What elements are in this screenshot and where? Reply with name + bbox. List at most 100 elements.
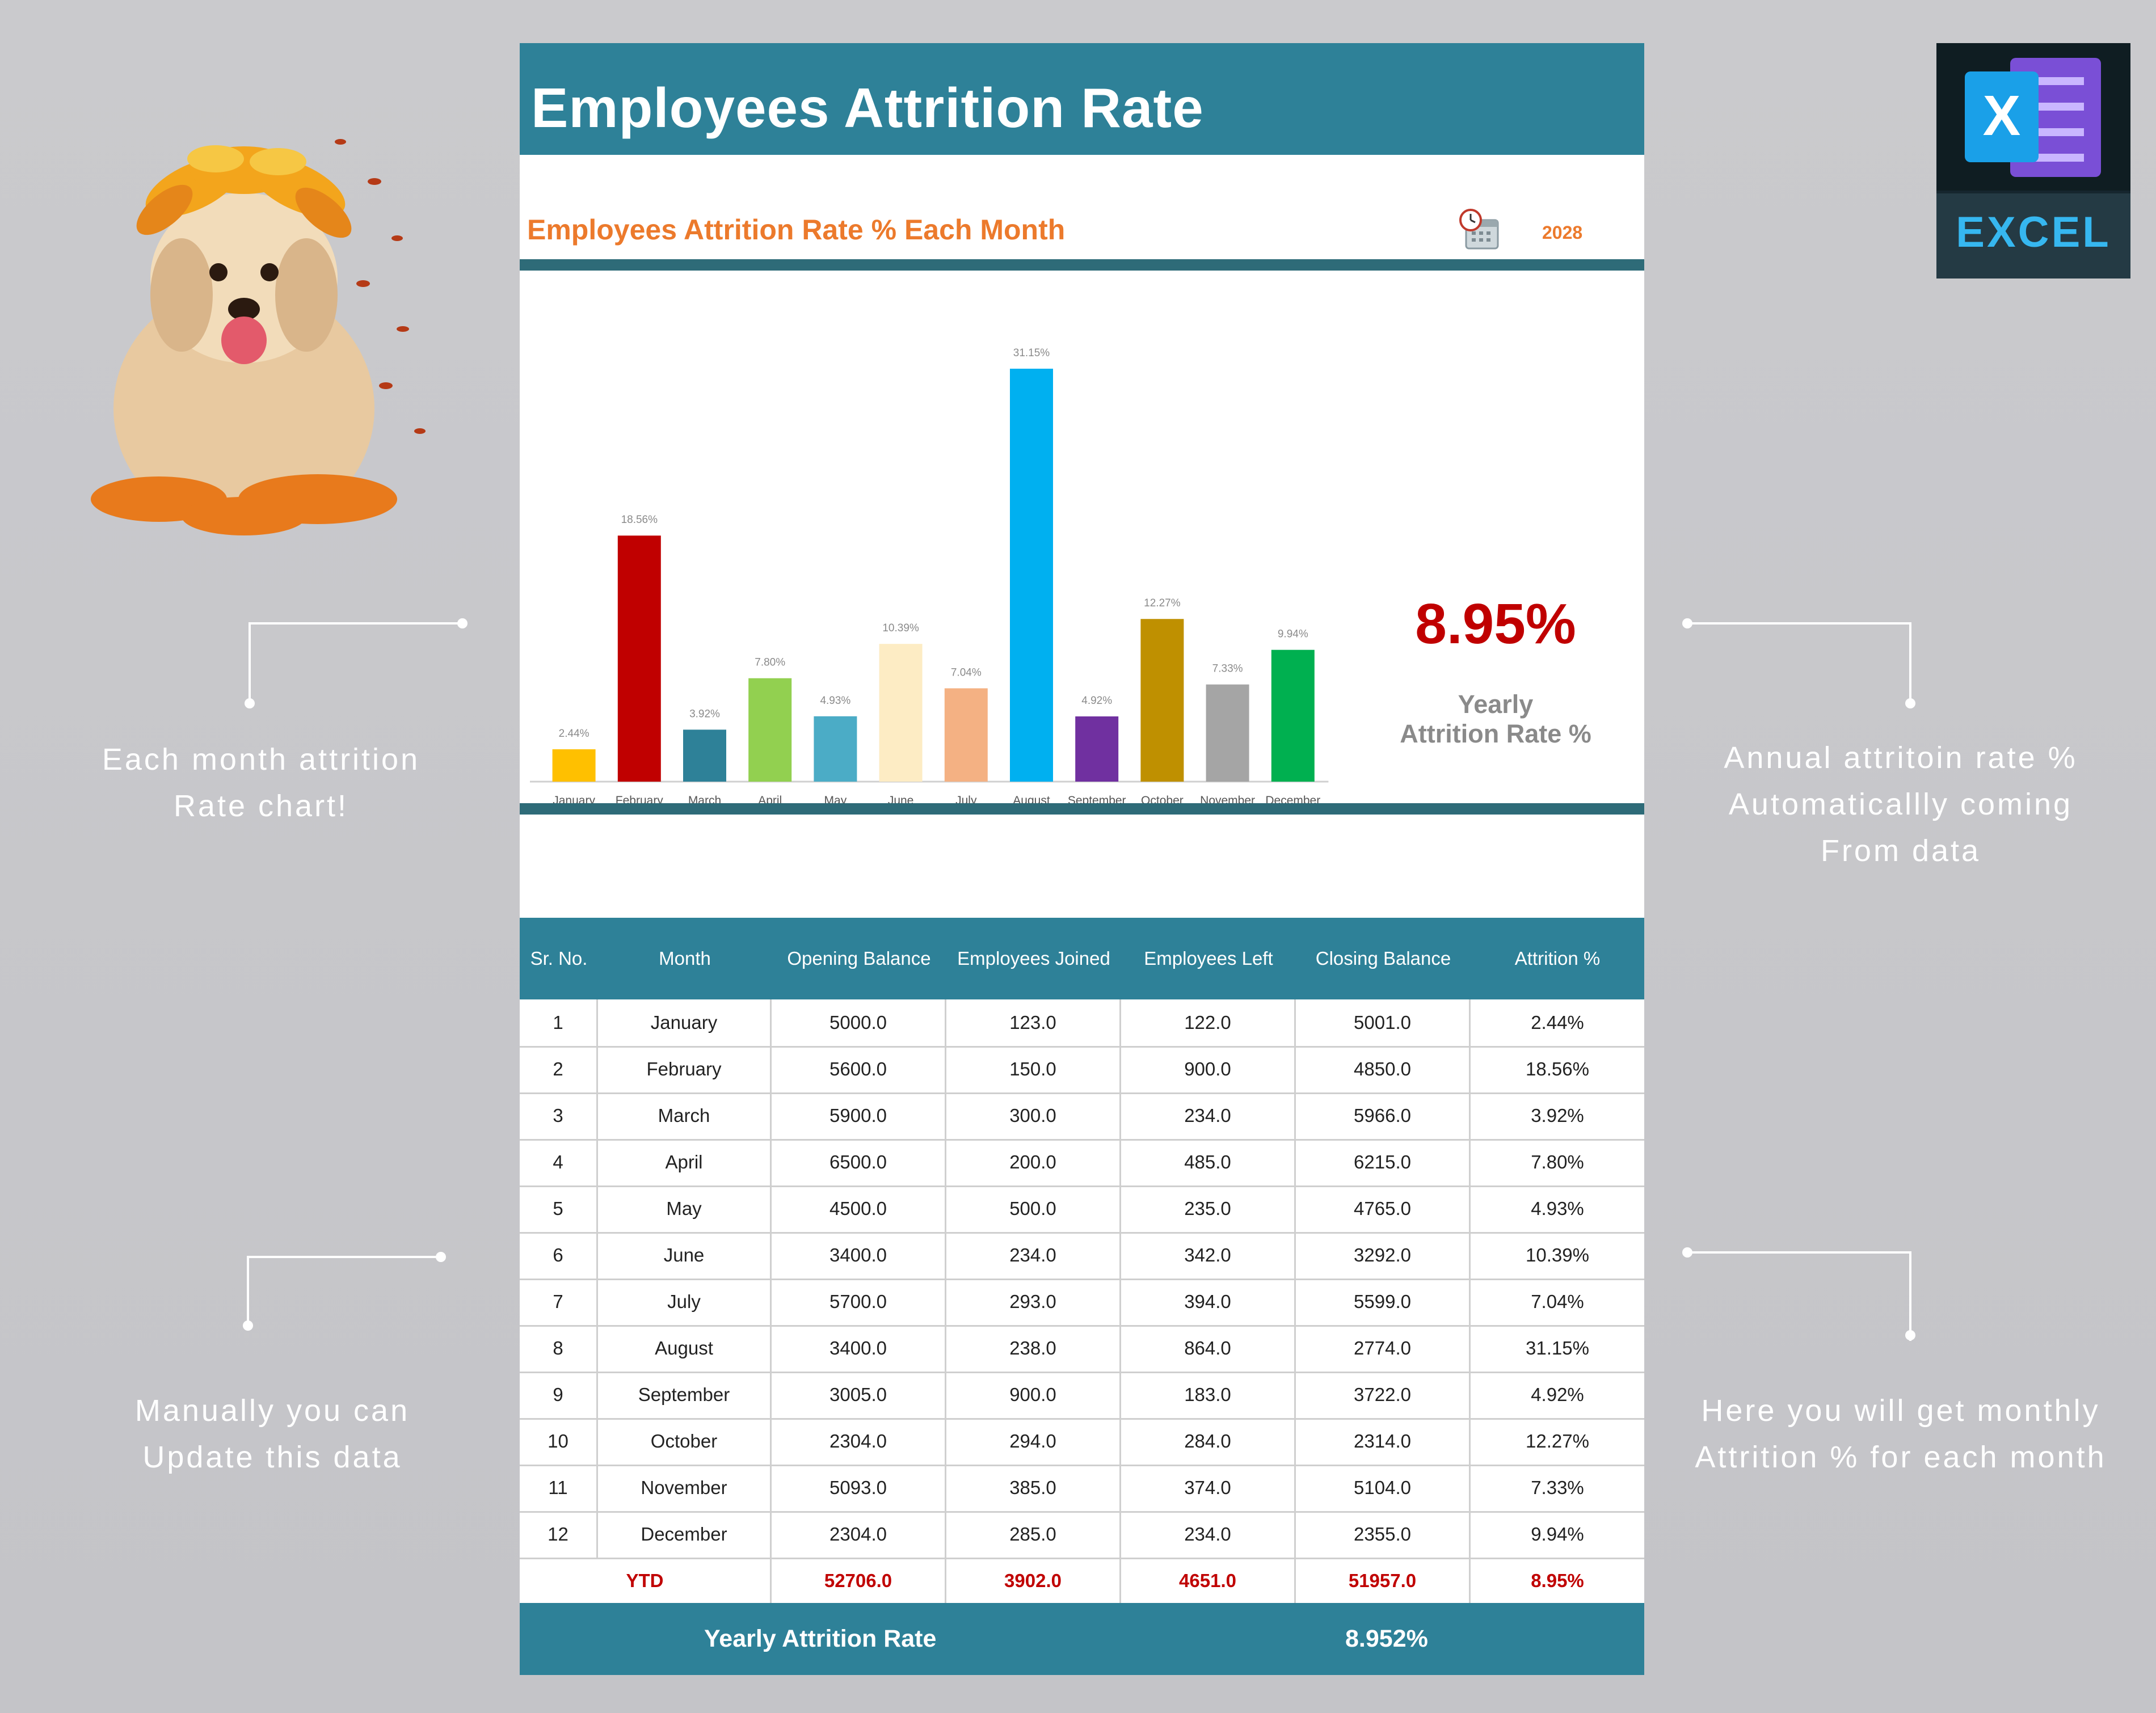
cell-closing-balance[interactable]: 5966.0: [1296, 1092, 1471, 1139]
cell-employees-joined[interactable]: 285.0: [946, 1511, 1121, 1558]
cell-employees-left[interactable]: 900.0: [1121, 1046, 1296, 1092]
cell-attrition-percent[interactable]: 9.94%: [1531, 1524, 1584, 1545]
ytd-row: YTD 52706.0 3902.0 4651.0 51957.0 8.95%: [520, 1558, 1644, 1604]
cell-month[interactable]: May: [598, 1185, 772, 1232]
cell-month[interactable]: October: [598, 1418, 772, 1465]
cell-closing-balance[interactable]: 2355.0: [1296, 1511, 1471, 1558]
cell-opening-balance[interactable]: 6500.0: [772, 1139, 946, 1185]
cell-employees-left[interactable]: 485.0: [1121, 1139, 1296, 1185]
cell-opening-balance[interactable]: 5900.0: [772, 1092, 946, 1139]
cell-opening-balance[interactable]: 4500.0: [772, 1185, 946, 1232]
cell-employees-left[interactable]: 183.0: [1121, 1372, 1296, 1418]
cell-opening-balance[interactable]: 5700.0: [772, 1279, 946, 1325]
cell-employees-left[interactable]: 122.0: [1121, 999, 1296, 1046]
cell-attrition-percent[interactable]: 2.44%: [1531, 1012, 1584, 1033]
cell-sr-no[interactable]: 10: [520, 1418, 598, 1465]
cell-employees-joined[interactable]: 234.0: [946, 1232, 1121, 1279]
cell-closing-balance[interactable]: 2774.0: [1296, 1325, 1471, 1372]
cell-attrition-percent[interactable]: 4.92%: [1531, 1384, 1584, 1405]
cell-employees-joined[interactable]: 150.0: [946, 1046, 1121, 1092]
excel-badge: X EXCEL: [1936, 43, 2130, 279]
cell-closing-balance[interactable]: 3292.0: [1296, 1232, 1471, 1279]
cell-sr-no[interactable]: 5: [520, 1185, 598, 1232]
cell-employees-left[interactable]: 394.0: [1121, 1279, 1296, 1325]
cell-employees-left[interactable]: 864.0: [1121, 1325, 1296, 1372]
cell-month[interactable]: February: [598, 1046, 772, 1092]
cell-employees-left[interactable]: 234.0: [1121, 1511, 1296, 1558]
cell-sr-no[interactable]: 1: [520, 999, 598, 1046]
cell-closing-balance[interactable]: 2314.0: [1296, 1418, 1471, 1465]
cell-month[interactable]: September: [598, 1372, 772, 1418]
cell-month[interactable]: December: [598, 1511, 772, 1558]
cell-sr-no[interactable]: 9: [520, 1372, 598, 1418]
note-right-bottom-line1: Here you will get monthly: [1701, 1394, 2100, 1428]
cell-closing-balance[interactable]: 6215.0: [1296, 1139, 1471, 1185]
cell-employees-joined[interactable]: 300.0: [946, 1092, 1121, 1139]
attrition-sheet: Employees Attrition Rate Employees Attri…: [520, 43, 1644, 1675]
cell-closing-balance[interactable]: 3722.0: [1296, 1372, 1471, 1418]
cell-sr-no[interactable]: 2: [520, 1046, 598, 1092]
footer-value: 8.952%: [1345, 1625, 1428, 1652]
cell-attrition-percent[interactable]: 12.27%: [1526, 1431, 1589, 1452]
cell-opening-balance[interactable]: 5000.0: [772, 999, 946, 1046]
chart-bottom-rule: [520, 803, 1644, 815]
header-sr-no: Sr. No.: [530, 948, 588, 969]
cell-closing-balance[interactable]: 4765.0: [1296, 1185, 1471, 1232]
table-row: 9 September 3005.0 900.0 183.0 3722.0 4.92%: [520, 1372, 1644, 1420]
cell-employees-joined[interactable]: 500.0: [946, 1185, 1121, 1232]
tick-label-february: February: [616, 794, 664, 803]
cell-month[interactable]: July: [598, 1279, 772, 1325]
cell-opening-balance[interactable]: 2304.0: [772, 1511, 946, 1558]
cell-month[interactable]: June: [598, 1232, 772, 1279]
cell-sr-no[interactable]: 8: [520, 1325, 598, 1372]
cell-employees-left[interactable]: 234.0: [1121, 1092, 1296, 1139]
cell-attrition-percent[interactable]: 7.80%: [1531, 1151, 1584, 1172]
cell-sr-no[interactable]: 3: [520, 1092, 598, 1139]
bar-august: [1010, 369, 1053, 782]
year-label: 2028: [1542, 222, 1583, 243]
bar-march: [683, 729, 726, 782]
excel-badge-bottom: [1936, 193, 2130, 279]
cell-opening-balance[interactable]: 3005.0: [772, 1372, 946, 1418]
note-left-bottom: Manually you can Update this data: [74, 1387, 471, 1480]
cell-sr-no[interactable]: 11: [520, 1465, 598, 1511]
cell-month[interactable]: January: [598, 999, 772, 1046]
cell-month[interactable]: April: [598, 1139, 772, 1185]
cell-closing-balance[interactable]: 5104.0: [1296, 1465, 1471, 1511]
cell-attrition-percent[interactable]: 7.33%: [1531, 1477, 1584, 1498]
cell-opening-balance[interactable]: 3400.0: [772, 1325, 946, 1372]
cell-sr-no[interactable]: 12: [520, 1511, 598, 1558]
note-right-top-line1: Annual attritoin rate %: [1724, 741, 2078, 775]
cell-attrition-percent[interactable]: 10.39%: [1526, 1244, 1589, 1265]
cell-opening-balance[interactable]: 2304.0: [772, 1418, 946, 1465]
bar-october: [1140, 619, 1184, 782]
cell-employees-joined[interactable]: 294.0: [946, 1418, 1121, 1465]
cell-month[interactable]: March: [598, 1092, 772, 1139]
cell-attrition-percent[interactable]: 31.15%: [1526, 1338, 1589, 1358]
cell-employees-joined[interactable]: 200.0: [946, 1139, 1121, 1185]
cell-sr-no[interactable]: 4: [520, 1139, 598, 1185]
cell-month[interactable]: November: [598, 1465, 772, 1511]
cell-sr-no[interactable]: 6: [520, 1232, 598, 1279]
cell-opening-balance[interactable]: 3400.0: [772, 1232, 946, 1279]
cell-attrition-percent[interactable]: 18.56%: [1526, 1058, 1589, 1079]
cell-month[interactable]: August: [598, 1325, 772, 1372]
cell-closing-balance[interactable]: 5001.0: [1296, 999, 1471, 1046]
cell-attrition-percent[interactable]: 4.93%: [1531, 1198, 1584, 1219]
cell-opening-balance[interactable]: 5600.0: [772, 1046, 946, 1092]
cell-employees-left[interactable]: 342.0: [1121, 1232, 1296, 1279]
cell-employees-joined[interactable]: 123.0: [946, 999, 1121, 1046]
cell-employees-joined[interactable]: 238.0: [946, 1325, 1121, 1372]
cell-employees-joined[interactable]: 293.0: [946, 1279, 1121, 1325]
cell-sr-no[interactable]: 7: [520, 1279, 598, 1325]
cell-attrition-percent[interactable]: 3.92%: [1531, 1105, 1584, 1126]
cell-attrition-percent[interactable]: 7.04%: [1531, 1291, 1584, 1312]
cell-closing-balance[interactable]: 4850.0: [1296, 1046, 1471, 1092]
cell-employees-left[interactable]: 374.0: [1121, 1465, 1296, 1511]
cell-closing-balance[interactable]: 5599.0: [1296, 1279, 1471, 1325]
cell-employees-joined[interactable]: 900.0: [946, 1372, 1121, 1418]
cell-opening-balance[interactable]: 5093.0: [772, 1465, 946, 1511]
cell-employees-left[interactable]: 235.0: [1121, 1185, 1296, 1232]
cell-employees-joined[interactable]: 385.0: [946, 1465, 1121, 1511]
cell-employees-left[interactable]: 284.0: [1121, 1418, 1296, 1465]
